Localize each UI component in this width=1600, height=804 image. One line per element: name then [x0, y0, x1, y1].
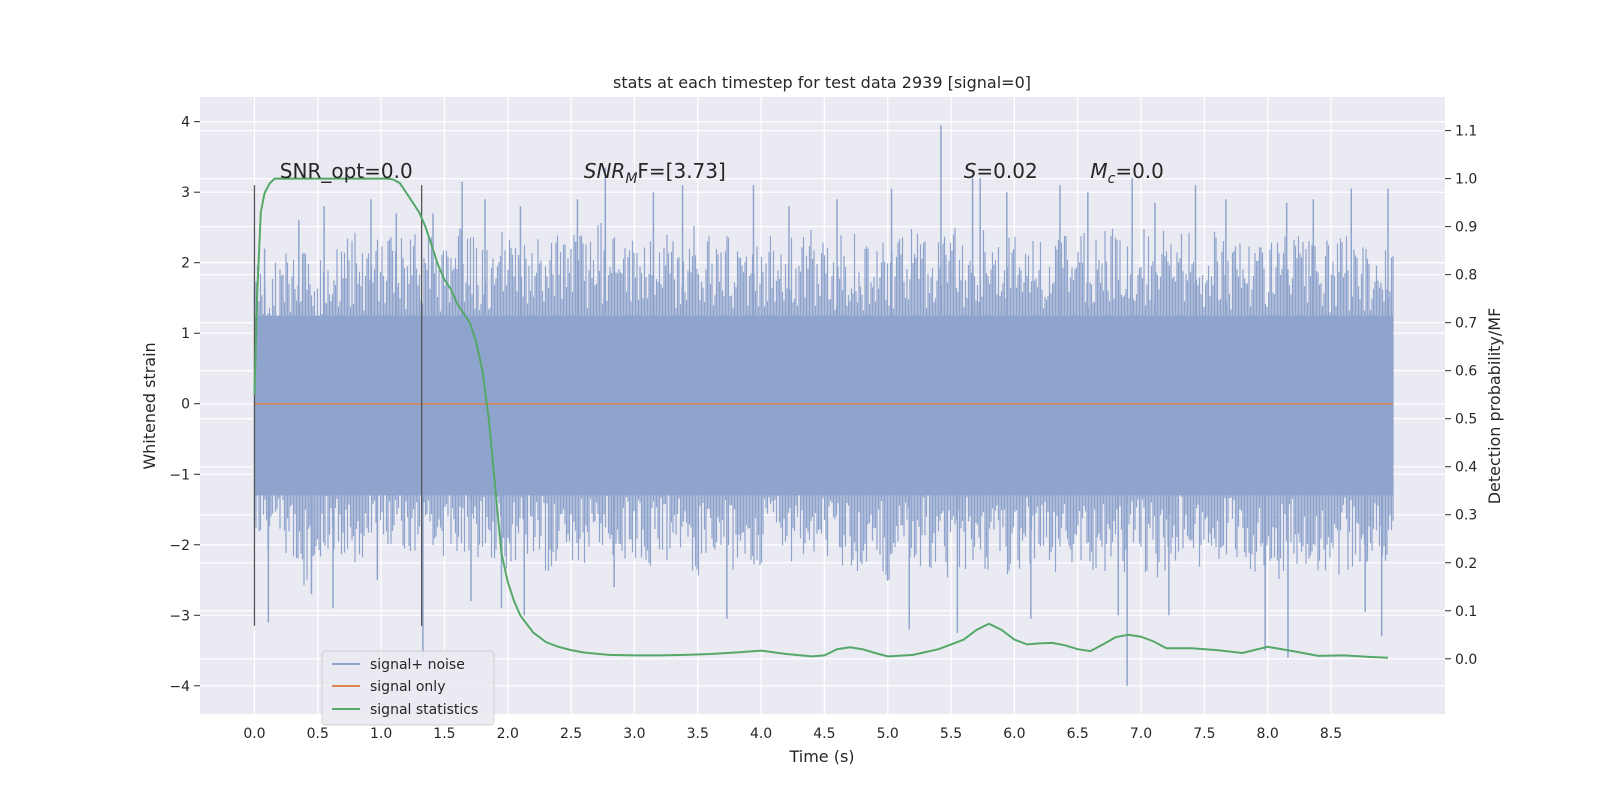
- x-tick-label: 3.5: [687, 726, 709, 742]
- annotation-snr-opt: SNR_opt=0.0: [280, 159, 413, 183]
- x-tick-label: 8.0: [1257, 726, 1279, 742]
- x-tick-label: 7.0: [1130, 726, 1152, 742]
- legend-label-signal-only: signal only: [370, 679, 445, 695]
- y-axis-label: Whitened strain: [140, 342, 159, 469]
- x-tick-label: 6.0: [1003, 726, 1025, 742]
- y-tick-label: 3: [181, 185, 190, 201]
- x-axis-label: Time (s): [788, 747, 854, 766]
- y-tick-label: 4: [181, 115, 190, 131]
- x-tick-label: 2.0: [497, 726, 519, 742]
- marker-lines: [253, 185, 423, 626]
- y2-tick-label: 0.7: [1455, 316, 1477, 332]
- tick-labels: 0.0 0.5 1.0 1.5 2.0 2.5 3.0 3.5 4.0 4.5 5.0 5.5 6.0 6…: [169, 115, 1477, 742]
- y2-axis-label: Detection probability/MF: [1485, 308, 1504, 505]
- y-tick-label: 1: [181, 326, 190, 342]
- x-tick-label: 5.5: [940, 726, 962, 742]
- y2-tick-label: 1.0: [1455, 172, 1477, 188]
- y-tick-label: −4: [169, 679, 190, 695]
- signal-statistics-line: [253, 177, 1389, 659]
- y-tick-label: 0: [181, 397, 190, 413]
- y-tick-label: −2: [169, 538, 190, 554]
- annotation-mc: Mc=0.0: [1090, 159, 1164, 187]
- series-signal-statistics: [253, 177, 1389, 659]
- y2-tick-label: 0.5: [1455, 412, 1477, 428]
- y2-tick-label: 0.4: [1455, 460, 1477, 476]
- y2-tick-label: 0.9: [1455, 220, 1477, 236]
- chart-title: stats at each timestep for test data 293…: [613, 73, 1031, 92]
- y2-tick-label: 0.2: [1455, 556, 1477, 572]
- x-tick-label: 4.5: [813, 726, 835, 742]
- y2-tick-label: 0.0: [1455, 652, 1477, 668]
- noise-core-band: [254, 315, 1394, 496]
- x-tick-label: 3.0: [623, 726, 645, 742]
- annotations: SNR_opt=0.0 SNRMF=[3.73] S=0.02 Mc=0.0: [280, 159, 1164, 187]
- y2-tick-label: 1.1: [1455, 124, 1477, 140]
- x-tick-label: 6.5: [1067, 726, 1089, 742]
- x-tick-label: 2.5: [560, 726, 582, 742]
- y2-tick-label: 0.1: [1455, 604, 1477, 620]
- series-signal-plus-noise: [253, 125, 1394, 686]
- legend-label-signal-plus-noise: signal+ noise: [370, 657, 465, 673]
- y2-tick-label: 0.8: [1455, 268, 1477, 284]
- y-tick-label: −3: [169, 608, 190, 624]
- x-tick-label: 1.0: [370, 726, 392, 742]
- x-tick-label: 0.0: [243, 726, 265, 742]
- y-tick-label: 2: [181, 256, 190, 272]
- x-tick-label: 7.5: [1193, 726, 1215, 742]
- annotation-snr-mf: SNRMF=[3.73]: [584, 159, 726, 187]
- x-tick-label: 5.0: [877, 726, 899, 742]
- x-tick-label: 8.5: [1320, 726, 1342, 742]
- legend-box: [321, 650, 495, 726]
- x-tick-label: 1.5: [433, 726, 455, 742]
- y2-tick-label: 0.3: [1455, 508, 1477, 524]
- y2-tick-label: 0.6: [1455, 364, 1477, 380]
- legend-label-signal-statistics: signal statistics: [370, 702, 478, 718]
- x-tick-label: 4.0: [750, 726, 772, 742]
- legend: signal+ noise signal only signal statist…: [321, 650, 495, 726]
- y-tick-label: −1: [169, 467, 190, 483]
- annotation-s: S=0.02: [964, 159, 1038, 183]
- x-tick-label: 0.5: [307, 726, 329, 742]
